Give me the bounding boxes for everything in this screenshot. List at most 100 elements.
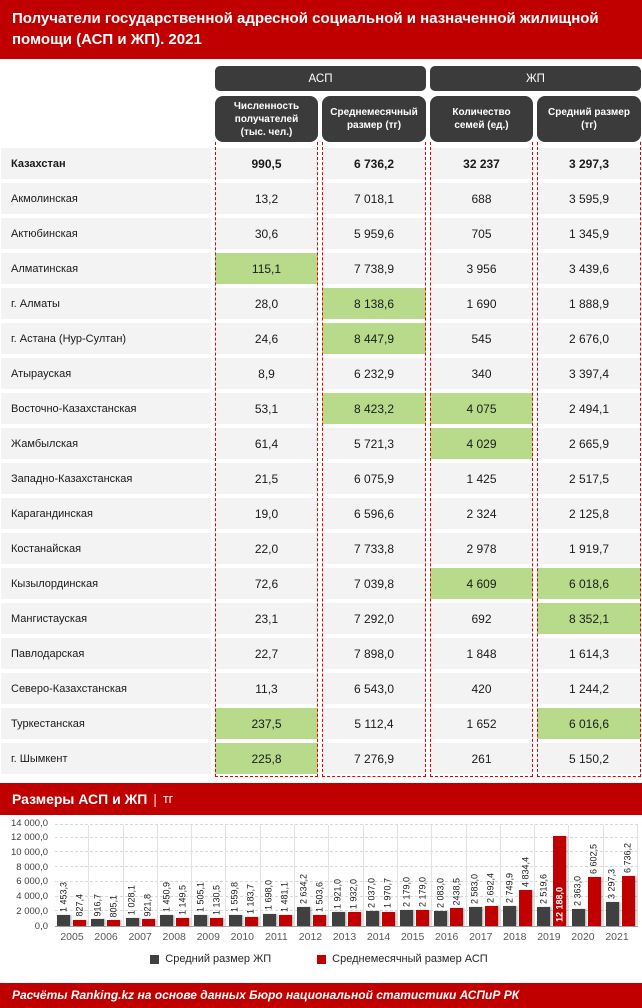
region-value: 3 956 [430, 253, 533, 284]
bar-slot: 2 634,2 [297, 825, 311, 926]
bar-zhp-2012 [297, 906, 311, 926]
bar-slot: 916,7 [91, 825, 105, 926]
region-name: Карагандинская [1, 498, 211, 529]
bar-value-label: 1 698,0 [263, 880, 274, 911]
region-value: 21,5 [215, 463, 318, 494]
table-rows: Казахстан 990,5 6 736,2 32 237 3 297,3 Акмоли… [1, 148, 641, 774]
region-value: 261 [430, 743, 533, 774]
x-axis-year-label: 2013 [332, 931, 357, 943]
region-value: 61,4 [215, 428, 318, 459]
region-value: 4 609 [430, 568, 533, 599]
region-name: Восточно-Казахстанская [1, 393, 211, 424]
bar-value-label: 1 970,7 [382, 878, 393, 909]
bar-value-label: 805,1 [108, 894, 119, 918]
region-value: 8 138,6 [322, 288, 426, 319]
bar-value-label: 2 179,0 [401, 876, 412, 907]
region-value: 6 543,0 [322, 673, 426, 704]
bar-value-label: 1 149,5 [177, 884, 188, 915]
bar-value-label: 4 834,4 [520, 857, 530, 888]
bar-group-2019: 2 519,6 12 188,0 [535, 825, 570, 926]
bar-slot: 827,4 [73, 825, 87, 926]
bar-slot: 6 736,2 [621, 825, 635, 926]
region-value: 5 721,3 [322, 428, 426, 459]
bar-zhp-2018 [503, 905, 516, 926]
region-value: 6 232,9 [322, 358, 426, 389]
table-group-header-row: АСП ЖП [1, 66, 641, 91]
bar-asp-2011 [278, 915, 292, 926]
region-value: 705 [430, 218, 533, 249]
bar-slot: 1 183,7 [244, 825, 258, 926]
bar-value-label: 916,7 [92, 893, 103, 917]
bar-value-label: 1 450,9 [161, 882, 172, 913]
y-axis-tick-label: 0,0 [34, 920, 48, 932]
region-value: 1 690 [430, 288, 533, 319]
bar-zhp-2017 [468, 907, 482, 926]
bar-value-label: 3 297,3 [606, 868, 617, 899]
x-axis-year-label: 2009 [196, 931, 220, 943]
bar-slot: 1 698,0 [262, 825, 276, 926]
bar-slot: 1 505,1 [194, 825, 208, 926]
region-value: 1 652 [430, 708, 533, 739]
bar-asp-2007 [141, 919, 155, 926]
bar-value-label: 1 130,5 [211, 884, 222, 915]
bar-slot: 2 179,0 [416, 825, 430, 926]
region-name: Павлодарская [1, 638, 211, 669]
bar-slot: 2 749,9 [503, 825, 516, 926]
x-axis-year-label: 2015 [400, 931, 425, 943]
legend-item-zhp: Средний размер ЖП [150, 953, 271, 965]
bar-asp-2010 [244, 917, 258, 926]
bar-zhp-2009 [194, 914, 208, 926]
bar-value-label: 2 583,0 [469, 873, 480, 904]
x-axis-year-label: 2007 [128, 931, 152, 943]
bar-group-2010: 1 559,8 1 183,7 [226, 825, 261, 926]
bar-asp-2013 [347, 911, 361, 926]
bar-slot: 1 921,0 [331, 825, 345, 926]
x-axis-year-label: 2006 [94, 931, 118, 943]
bar-slot: 1 453,3 [57, 825, 71, 926]
region-value: 24,6 [215, 323, 318, 354]
region-value: 7 898,0 [322, 638, 426, 669]
bar-zhp-2019 [537, 907, 551, 926]
bar-asp-2012 [313, 914, 327, 926]
bar-slot: 1 970,7 [381, 825, 395, 926]
region-value: 2 125,8 [537, 498, 641, 529]
region-value: 1 345,9 [537, 218, 641, 249]
chart-title-separator: | [153, 791, 157, 807]
bar-value-label: 1 559,8 [229, 881, 240, 912]
bar-zhp-2005 [57, 915, 71, 926]
legend-label-zhp: Средний размер ЖП [165, 953, 272, 965]
region-name: г. Астана (Нур-Султан) [1, 323, 211, 354]
region-value: 1 848 [430, 638, 533, 669]
source-footer: Расчёты Ranking.kz на основе данных Бюро… [0, 983, 642, 1008]
region-value: 688 [430, 183, 533, 214]
x-axis-year-label: 2005 [60, 931, 84, 943]
region-value: 23,1 [215, 603, 318, 634]
bar-group-2013: 1 921,0 1 932,0 [329, 825, 364, 926]
region-value: 2 676,0 [537, 323, 641, 354]
region-value: 2 978 [430, 533, 533, 564]
region-value: 7 018,1 [322, 183, 426, 214]
region-value: 7 039,8 [322, 568, 426, 599]
bar-value-label: 2 634,2 [298, 873, 309, 904]
region-value: 22,7 [215, 638, 318, 669]
region-value: 11,3 [215, 673, 318, 704]
x-axis-year-label: 2016 [435, 931, 459, 943]
legend-marker-zhp-icon [150, 954, 160, 964]
region-value: 6 596,6 [322, 498, 426, 529]
region-name: Актюбинская [1, 218, 211, 249]
chart-title-unit: тг [162, 792, 174, 806]
region-value: 28,0 [215, 288, 318, 319]
bar-asp-2014 [381, 911, 395, 926]
region-value: 13,2 [215, 183, 318, 214]
bar-slot: 1 450,9 [160, 825, 174, 926]
region-value: 4 029 [430, 428, 533, 459]
bar-value-label: 2 037,0 [366, 877, 377, 909]
bar-value-label: 6 602,5 [588, 844, 599, 875]
x-axis-year-label: 2021 [605, 931, 629, 943]
region-name: г. Алматы [1, 288, 211, 319]
region-value: 7 292,0 [322, 603, 426, 634]
chart-title-text: Размеры АСП и ЖП [12, 791, 148, 807]
bar-value-label: 921,8 [142, 893, 153, 917]
bar-asp-2006 [107, 920, 121, 926]
y-axis-tick-label: 14 000,0 [11, 817, 48, 829]
